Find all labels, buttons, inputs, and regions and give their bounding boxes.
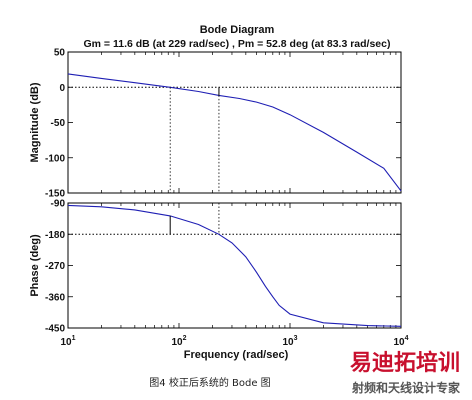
chart-title: Bode Diagram (200, 24, 275, 36)
y-tick-label: 50 (54, 48, 66, 59)
x-tick-label: 101 (60, 335, 75, 348)
y-tick-label: -50 (51, 118, 66, 129)
magnitude-panel: 50 0 -50 -100 -150 Magnitude (dB) (29, 48, 402, 200)
x-tick-label: 104 (393, 335, 408, 348)
magnitude-y-axis-label: Magnitude (dB) (29, 82, 41, 162)
frequency-axis: 101 102 103 104 (60, 335, 408, 348)
y-tick-label: -90 (51, 199, 66, 210)
phase-panel: -90 -180 -270 -360 -450 Phase (deg) (29, 199, 402, 335)
magnitude-plot-frame (67, 51, 402, 194)
y-tick-label: -270 (45, 261, 65, 272)
phase-plot-frame (67, 202, 402, 329)
y-tick-label: 0 (59, 83, 65, 94)
phase-y-axis-label: Phase (deg) (29, 234, 41, 297)
x-tick-label: 102 (171, 335, 186, 348)
y-tick-label: -450 (45, 324, 65, 335)
y-tick-label: -180 (45, 230, 65, 241)
x-tick-label: 103 (282, 335, 297, 348)
phase-series-line (67, 204, 402, 327)
x-axis-label: Frequency (rad/sec) (184, 349, 289, 361)
magnitude-series-line (67, 73, 402, 192)
chart-subtitle: Gm = 11.6 dB (at 229 rad/sec) , Pm = 52.… (84, 38, 391, 50)
figure-caption: 图4 校正后系统的 Bode 图 (149, 376, 270, 389)
y-tick-label: -100 (45, 153, 65, 164)
y-tick-label: -360 (45, 292, 65, 303)
watermark-tagline: 射频和天线设计专家 (351, 380, 461, 395)
y-tick-label: -150 (45, 189, 65, 200)
watermark-brand: 易迪拓培训 (350, 350, 460, 376)
watermark-logo: 易迪拓培训 射频和天线设计专家 (350, 350, 461, 395)
